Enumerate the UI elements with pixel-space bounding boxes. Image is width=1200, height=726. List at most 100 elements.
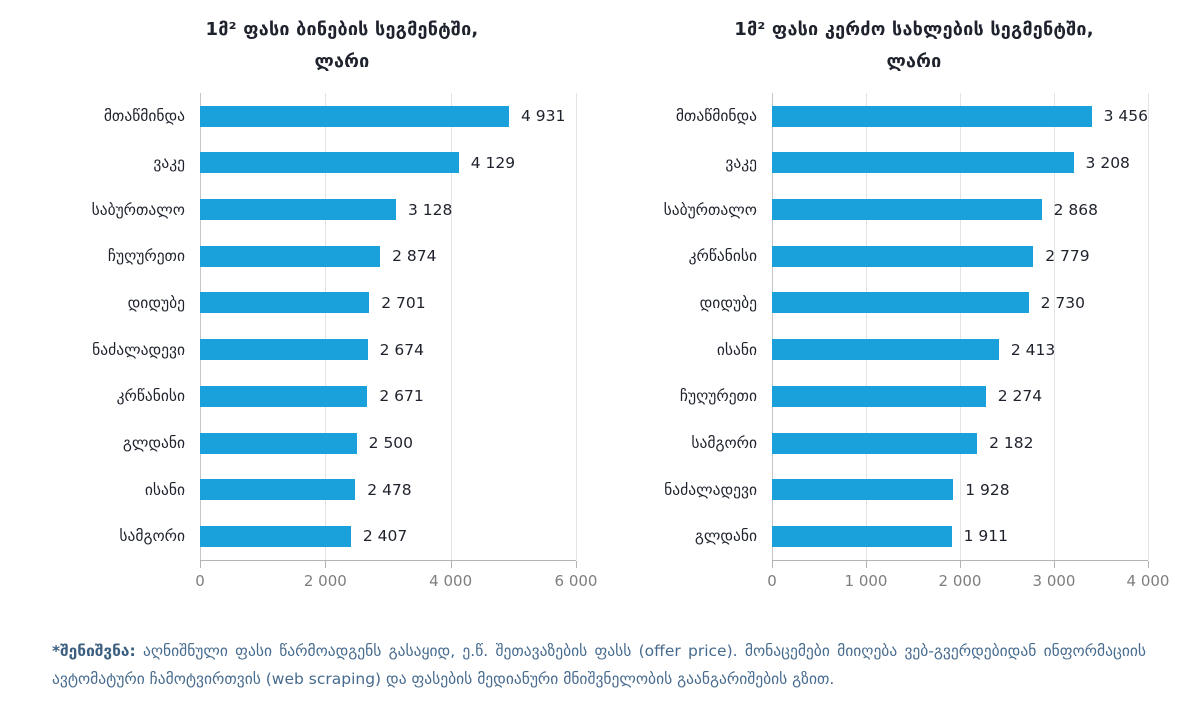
gridline: [576, 92, 577, 560]
bar: [200, 292, 370, 314]
value-label: 3 128: [408, 200, 453, 219]
bar-row: სამგორი 2 182: [691, 420, 1148, 467]
plot-wrap: მთაწმინდა 3 456 ვაკე 3 208 საბურთალო 2 868 კრწ…: [624, 92, 1169, 595]
category-label: მთაწმინდა: [103, 107, 185, 126]
category-label: სამგორი: [691, 434, 757, 453]
bar: [772, 199, 1042, 221]
tick-label: 6 000: [554, 571, 598, 590]
bar-row: ისანი 2 413: [717, 326, 1148, 373]
bar-row: ჩუღურეთი 2 874: [108, 233, 576, 280]
rows: მთაწმინდა 3 456 ვაკე 3 208 საბურთალო 2 868 კრწ…: [664, 93, 1148, 560]
bar-row: ნაძალადევი 2 674: [92, 326, 576, 373]
chart-title: 1მ² ფასი კერძო სახლების სეგმენტში,: [734, 19, 1094, 40]
tick-mark: [772, 560, 773, 568]
tick-label: 3 000: [1032, 571, 1076, 590]
chart-title-block: 1მ² ფასი ბინების სეგმენტში, ლარი: [52, 14, 576, 79]
category-label: სამგორი: [119, 527, 185, 546]
tick-mark: [325, 560, 327, 568]
chart-subtitle: ლარი: [314, 51, 370, 73]
tick-mark: [576, 560, 577, 568]
bar-track: 2 868: [772, 199, 1148, 221]
category-label: ისანი: [716, 340, 757, 359]
value-label: 2 671: [379, 387, 424, 406]
tick-mark: [200, 560, 201, 568]
value-label: 2 407: [362, 527, 408, 546]
bar: [772, 292, 1029, 314]
category-label: ვაკე: [153, 153, 185, 172]
bar: [200, 245, 381, 267]
bar: [772, 152, 1074, 174]
bar-row: მთაწმინდა 4 931: [104, 93, 576, 140]
category-label: გლდანი: [694, 527, 757, 546]
tick-mark: [1148, 560, 1149, 568]
category-label: ნაძალადევი: [664, 480, 757, 499]
bar-track: 2 874: [200, 245, 576, 267]
value-label: 3 208: [1085, 153, 1130, 172]
bar: [200, 199, 397, 221]
footnote-prefix: *შენიშვნა:: [52, 641, 136, 660]
bar-row: საბურთალო 3 128: [92, 186, 576, 233]
bar: [772, 385, 986, 407]
bar: [200, 385, 368, 407]
value-label: 2 730: [1040, 293, 1085, 312]
category-label: საბურთალო: [663, 200, 757, 219]
category-label: დიდუბე: [127, 293, 185, 312]
bar-row: ჩუღურეთი 2 274: [680, 373, 1148, 420]
bar: [772, 525, 952, 547]
bar-track: 2 701: [200, 292, 576, 314]
bar-track: 3 128: [200, 199, 576, 221]
bar-row: კრწანისი 2 671: [117, 373, 576, 420]
category-label: ისანი: [144, 480, 185, 499]
tick-label: 0: [767, 571, 777, 590]
gridline: [450, 92, 452, 560]
chart-title: 1მ² ფასი ბინების სეგმენტში,: [205, 19, 479, 40]
bar-track: 1 911: [772, 525, 1148, 547]
gridline: [866, 92, 867, 560]
bar-row: გლდანი 1 911: [695, 513, 1148, 560]
tick-mark: [450, 560, 452, 568]
value-label: 2 500: [368, 434, 414, 453]
value-label: 2 674: [379, 340, 424, 359]
value-label: 1 928: [965, 480, 1010, 499]
charts-row: 1მ² ფასი ბინების სეგმენტში, ლარი მთაწმინ…: [52, 14, 1170, 595]
bar-track: 3 208: [772, 152, 1148, 174]
bar: [200, 525, 351, 547]
bar-row: საბურთალო 2 868: [664, 186, 1148, 233]
bar-track: 2 478: [200, 479, 576, 501]
value-label: 2 413: [1010, 340, 1056, 359]
bar-track: 2 413: [772, 339, 1148, 361]
gridline: [1148, 92, 1149, 560]
bar-track: 2 671: [200, 385, 576, 407]
footnote: *შენიშვნა: აღნიშნული ფასი წარმოადგენს გა…: [52, 637, 1146, 694]
y-axis-line: [772, 92, 773, 560]
bar: [772, 432, 978, 454]
x-axis: 0 2 000 4 000 6 000: [195, 560, 597, 595]
gridline: [1054, 92, 1055, 560]
bar: [772, 339, 999, 361]
bar-track: 2 674: [200, 339, 576, 361]
bar: [772, 245, 1034, 267]
category-label: საბურთალო: [91, 200, 185, 219]
value-label: 2 779: [1045, 247, 1090, 266]
category-label: დიდუბე: [699, 293, 757, 312]
value-label: 4 931: [521, 107, 566, 126]
chart-subtitle: ლარი: [886, 51, 942, 73]
bar-row: კრწანისი 2 779: [689, 233, 1148, 280]
value-label: 2 701: [381, 293, 426, 312]
bar: [200, 479, 356, 501]
value-label: 2 274: [997, 387, 1043, 406]
tick-mark: [866, 560, 867, 568]
gridline: [960, 92, 961, 560]
value-label: 2 182: [989, 434, 1034, 453]
category-label: მთაწმინდა: [675, 107, 757, 126]
bar-track: 4 129: [200, 152, 576, 174]
tick-label: 2 000: [938, 571, 982, 590]
gridline: [325, 92, 327, 560]
value-label: 1 911: [963, 527, 1008, 546]
tick-label: 4 000: [1126, 571, 1170, 590]
category-label: ჩუღურეთი: [107, 247, 185, 266]
bar-track: 1 928: [772, 479, 1148, 501]
category-label: ჩუღურეთი: [679, 387, 757, 406]
x-axis: 0 1 000 2 000 3 000 4 000: [767, 560, 1169, 595]
value-label: 4 129: [470, 153, 516, 172]
